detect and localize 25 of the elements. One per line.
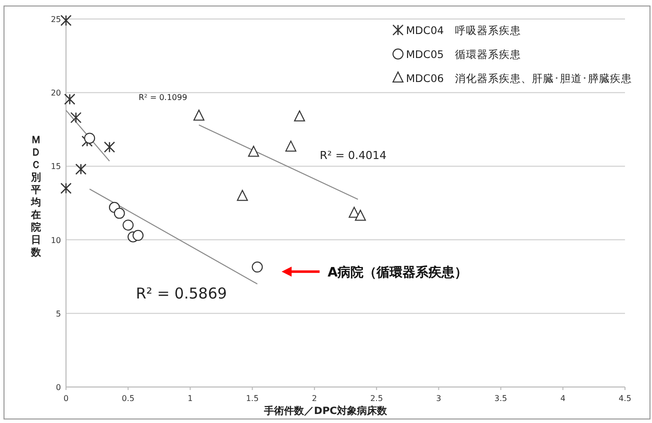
y-tick-label: 10 [50, 236, 61, 245]
y-tick-label: 0 [56, 383, 61, 392]
x-tick-label: 3.5 [494, 394, 508, 403]
x-tick-label: 2 [312, 394, 317, 403]
x-tick-label: 0.5 [122, 394, 134, 403]
legend-label: MDC04 呼吸器系疾患 [406, 24, 521, 37]
x-tick-label: 4.5 [618, 394, 632, 403]
annotation: A病院（循環器系疾患） [328, 264, 468, 281]
y-tick-label: 5 [56, 309, 61, 318]
legend-label: MDC05 循環器系疾患 [406, 48, 521, 61]
x-axis-title: 手術件数／DPC対象病床数 [263, 405, 388, 417]
x-tick-label: 3 [436, 394, 442, 403]
x-tick-label: 0 [63, 394, 69, 403]
y-tick-label: 25 [50, 15, 61, 24]
y-tick-label: 15 [50, 162, 61, 172]
x-tick-label: 1 [188, 394, 193, 403]
annotation: R² = 0.4014 [320, 148, 387, 162]
text: ＭＤＣ別平均在院日数 [31, 135, 41, 258]
legend-label: MDC06 消化器系疾患、肝臓･胆道･膵臓疾患 [406, 72, 632, 85]
annotation: R² = 0.1099 [138, 92, 188, 102]
annotation: R² = 0.5869 [136, 284, 227, 303]
x-tick-label: 2.5 [370, 394, 383, 403]
y-tick-label: 20 [50, 88, 61, 98]
x-tick-label: 1.5 [246, 394, 259, 403]
x-tick-label: 4 [560, 394, 566, 403]
